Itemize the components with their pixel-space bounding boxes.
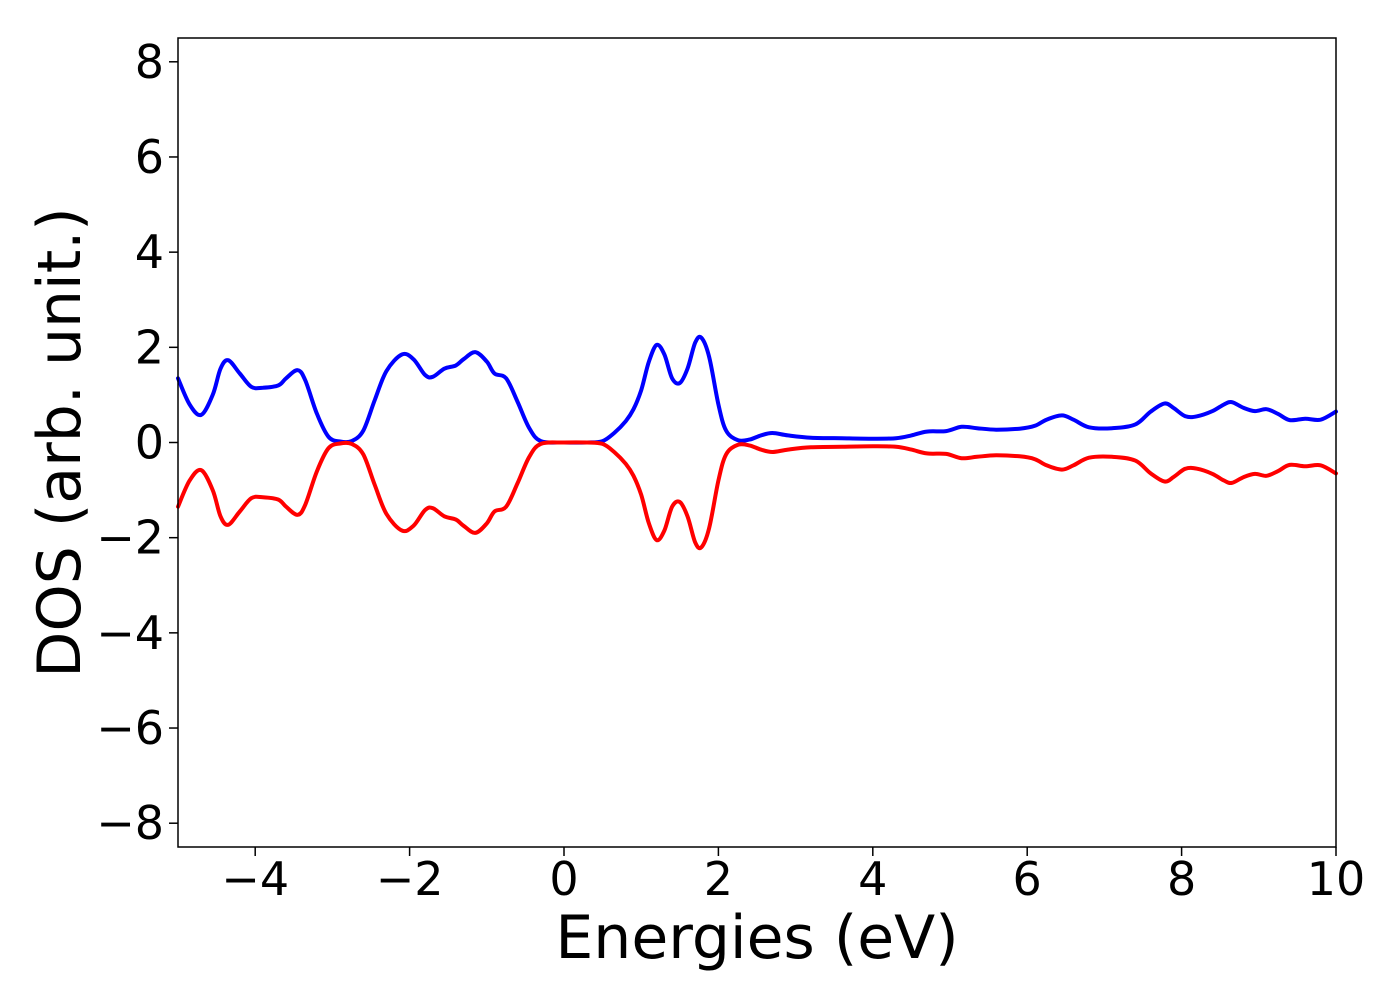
y-tick-label: 6 [135,130,164,184]
x-tick-label: 0 [549,852,578,906]
y-tick-label: 4 [135,225,164,279]
y-axis-ticks: −8 −6 −4 −2 0 2 4 6 8 [96,35,178,850]
y-tick-label: −8 [96,796,164,850]
x-tick-label: 2 [704,852,733,906]
y-tick-label: 2 [135,320,164,374]
x-axis-label: Energies (eV) [555,903,958,973]
y-tick-label: 0 [135,416,164,470]
x-tick-label: 6 [1013,852,1042,906]
y-tick-label: −2 [96,511,164,565]
y-tick-label: −4 [96,606,164,660]
x-tick-label: −4 [221,852,289,906]
series-line-spin-up [176,334,1338,445]
series-layer [176,334,1338,551]
y-axis-label: DOS (arb. unit.) [25,207,95,677]
series-line-spin-down [176,440,1338,551]
y-tick-label: −6 [96,701,164,755]
x-tick-label: 4 [858,852,887,906]
x-axis-ticks: −4 −2 0 2 4 6 8 10 [221,847,1365,906]
y-tick-label: 8 [135,35,164,89]
x-tick-label: 10 [1307,852,1366,906]
x-tick-label: 8 [1167,852,1196,906]
x-tick-label: −2 [376,852,444,906]
